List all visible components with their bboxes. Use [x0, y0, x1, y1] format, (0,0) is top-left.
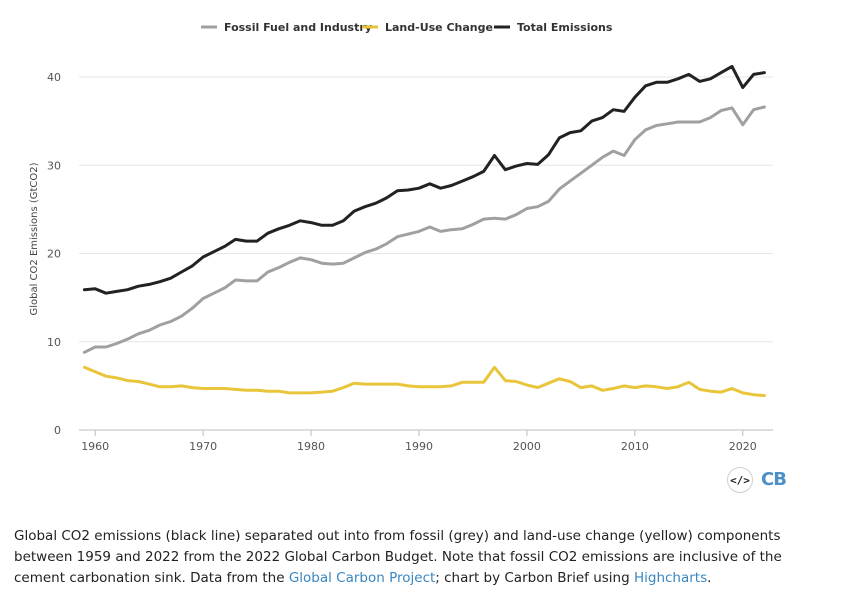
series-lines: [82, 64, 766, 398]
y-axis-title: Global CO2 Emissions (GtCO2): [29, 162, 40, 315]
x-tick-label: 2010: [621, 440, 649, 453]
x-tick-label: 2020: [729, 440, 757, 453]
x-axis: 1960 1970 1980 1990 2000 2010 2020: [79, 429, 773, 453]
logo-text: CB: [761, 469, 787, 490]
legend-label: Fossil Fuel and Industry: [224, 21, 372, 34]
y-axis: 0 10 20 30 40: [47, 71, 61, 437]
y-tick-label: 40: [47, 71, 61, 84]
y-tick-label: 30: [47, 159, 61, 172]
series-line-0: [82, 105, 766, 354]
emissions-chart: 1960 1970 1980 1990 2000 2010 2020 0 10 20 30 40 F…: [29, 21, 773, 453]
y-tick-label: 10: [47, 336, 61, 349]
legend-label: Total Emissions: [517, 21, 613, 34]
global-carbon-project-link[interactable]: Global Carbon Project: [288, 570, 436, 586]
chart-caption: Global CO2 emissions (black line) separa…: [14, 526, 834, 589]
caption-text-3: .: [707, 570, 712, 586]
x-tick-label: 1980: [297, 440, 325, 453]
caption-text-2: ; chart by Carbon Brief using: [435, 570, 634, 586]
y-tick-label: 20: [47, 248, 61, 261]
legend[interactable]: Fossil Fuel and Industry Land-Use Change T…: [201, 21, 613, 34]
carbon-brief-logo[interactable]: CB: [761, 469, 787, 490]
x-tick-label: 1970: [189, 440, 217, 453]
x-tick-label: 1960: [81, 440, 109, 453]
x-tick-label: 1990: [405, 440, 433, 453]
legend-item-1[interactable]: Land-Use Change: [362, 21, 493, 34]
series-line-2: [82, 64, 766, 295]
code-icon: </>: [730, 473, 750, 487]
y-tick-label: 0: [54, 424, 61, 437]
caption-text-1: Global CO2 emissions (black line) separa…: [14, 528, 782, 586]
legend-label: Land-Use Change: [385, 21, 493, 34]
grid-lines: [79, 76, 773, 431]
series-line-1: [82, 365, 766, 398]
legend-item-2[interactable]: Total Emissions: [494, 21, 613, 34]
legend-item-0[interactable]: Fossil Fuel and Industry: [201, 21, 372, 34]
highcharts-link[interactable]: Highcharts: [633, 570, 708, 586]
embed-code-button[interactable]: </>: [727, 467, 753, 493]
x-tick-label: 2000: [513, 440, 541, 453]
